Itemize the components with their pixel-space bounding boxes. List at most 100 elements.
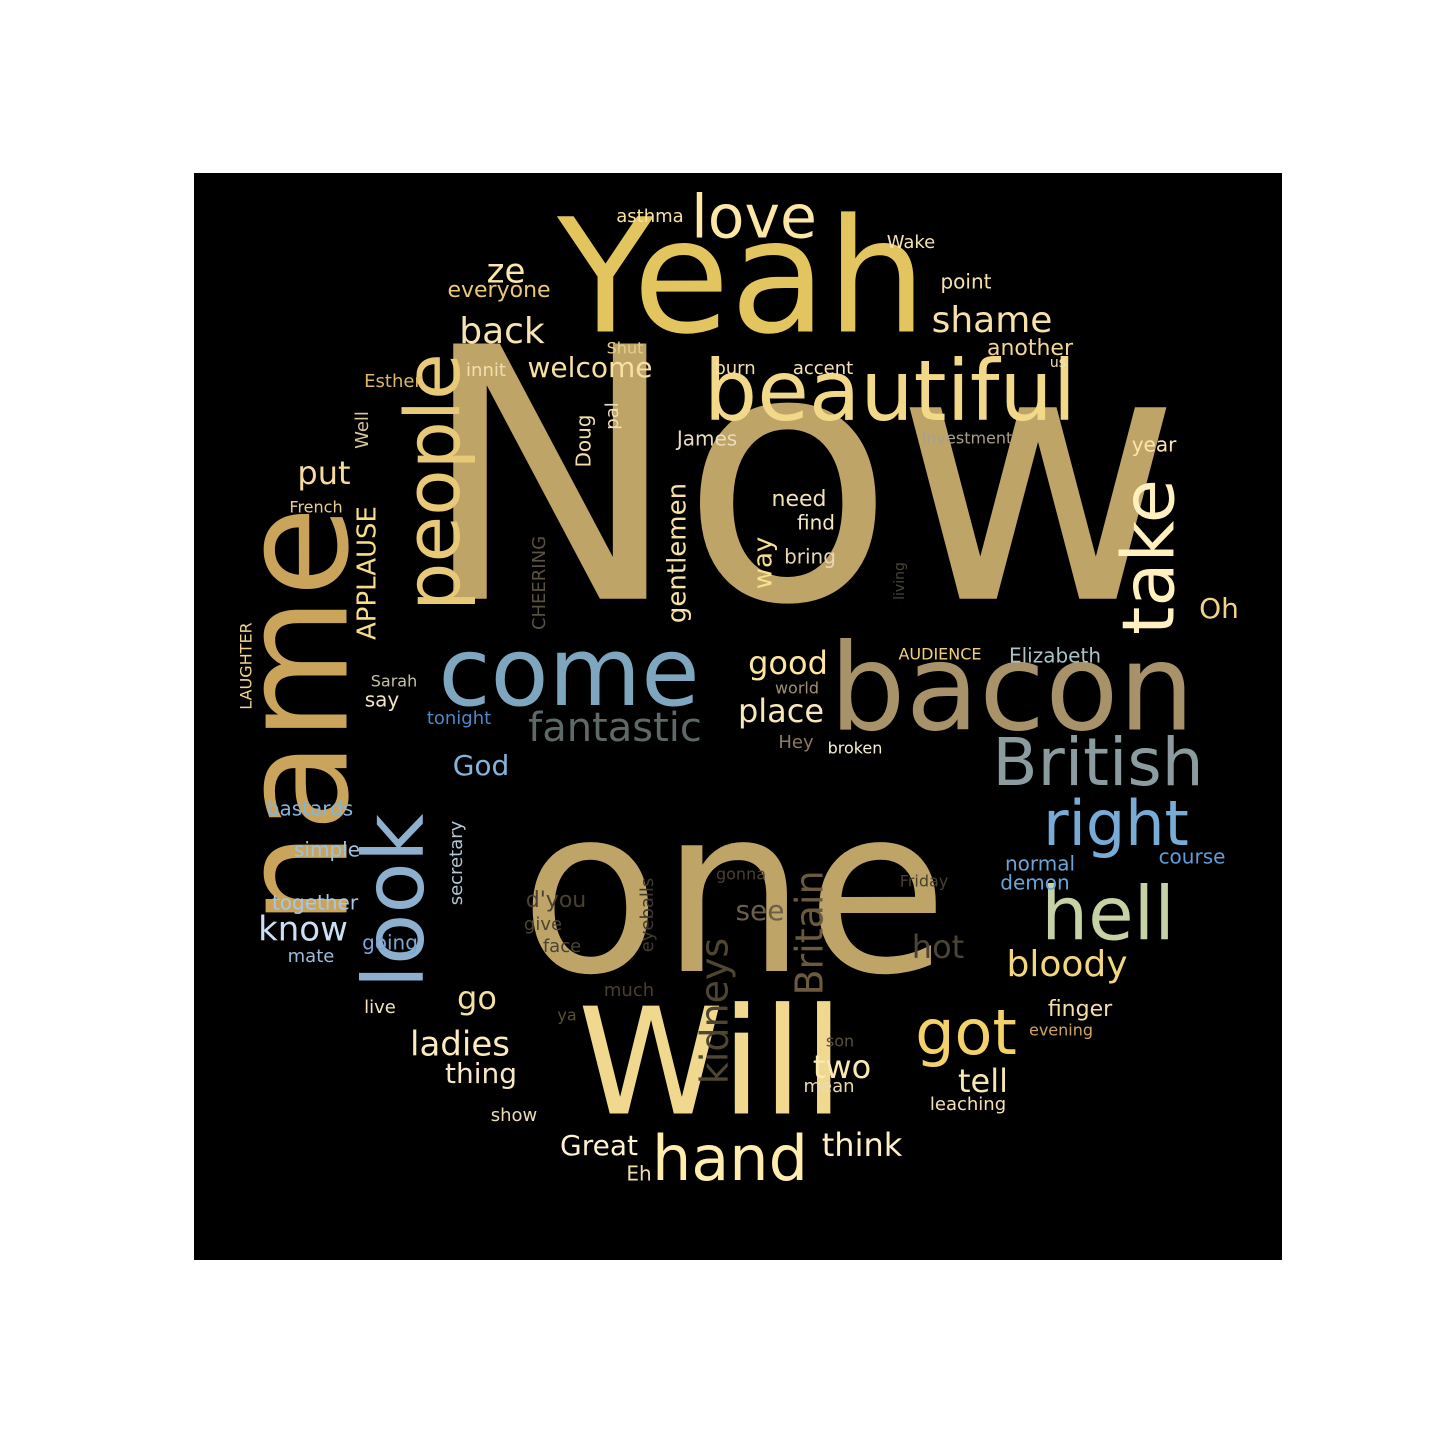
word-gonna: gonna bbox=[716, 865, 766, 884]
word-take: take bbox=[1107, 479, 1191, 635]
word-eyeballs: eyeballs bbox=[637, 878, 658, 953]
word-laughter: LAUGHTER bbox=[237, 622, 256, 709]
word-britain: Britain bbox=[788, 870, 832, 995]
word-right: right bbox=[1043, 787, 1189, 860]
word-us: us bbox=[1050, 355, 1066, 371]
word-know: know bbox=[258, 910, 348, 950]
word-accent: accent bbox=[793, 358, 853, 379]
word-shut: Shut bbox=[607, 339, 644, 358]
word-show: show bbox=[491, 1105, 538, 1126]
word-see: see bbox=[735, 894, 784, 927]
word-way: way bbox=[749, 537, 779, 590]
word-demon: demon bbox=[1000, 871, 1069, 895]
word-innit: innit bbox=[466, 360, 506, 381]
word-gentlemen: gentlemen bbox=[663, 483, 693, 623]
word-god: God bbox=[453, 749, 510, 782]
word-going: going bbox=[362, 931, 418, 955]
word-audience: AUDIENCE bbox=[898, 645, 981, 664]
word-good: good bbox=[748, 644, 828, 682]
word-hand: hand bbox=[652, 1122, 808, 1195]
word-name: name bbox=[210, 506, 382, 926]
word-love: love bbox=[691, 183, 817, 253]
word-now: Now bbox=[419, 274, 1181, 682]
word-put: put bbox=[297, 454, 350, 492]
word-british: British bbox=[992, 724, 1203, 801]
word-mate: mate bbox=[288, 946, 335, 967]
word-world: world bbox=[775, 679, 819, 698]
word-friday: Friday bbox=[900, 872, 949, 891]
word-asthma: asthma bbox=[616, 206, 683, 227]
word-simple: simple bbox=[294, 838, 360, 862]
word-yeah: Yeah bbox=[556, 185, 927, 369]
word-think: think bbox=[822, 1126, 903, 1164]
word-two: two bbox=[813, 1048, 871, 1086]
word-hot: hot bbox=[912, 928, 964, 966]
word-another: another bbox=[987, 336, 1074, 361]
word-living: living bbox=[892, 562, 908, 600]
word-cheering: CHEERING bbox=[529, 536, 550, 630]
word-will: Will bbox=[578, 977, 844, 1149]
word-tonight: tonight bbox=[427, 708, 491, 729]
word-got: got bbox=[915, 996, 1017, 1069]
word-bastards: bastards bbox=[267, 797, 353, 821]
word-leaching: leaching bbox=[930, 1094, 1006, 1115]
word-doug: Doug bbox=[572, 414, 596, 467]
word-cloud: Now one Yeah name Will bacon come beauti… bbox=[210, 183, 1239, 1196]
word-wake: Wake bbox=[887, 232, 936, 253]
word-evening: evening bbox=[1029, 1021, 1093, 1040]
word-live: live bbox=[364, 997, 396, 1018]
word-give: give bbox=[524, 914, 562, 935]
word-applause: APPLAUSE bbox=[353, 506, 383, 640]
word-everyone: everyone bbox=[447, 278, 550, 303]
word-investment: Investment bbox=[922, 429, 1013, 448]
word-bloody: bloody bbox=[1006, 944, 1127, 985]
word-year: year bbox=[1132, 433, 1177, 457]
word-course: course bbox=[1159, 845, 1226, 869]
word-son: son bbox=[826, 1032, 854, 1051]
word-ze: ze bbox=[487, 252, 526, 292]
word-secretary: secretary bbox=[446, 820, 467, 905]
word-kidneys: kidneys bbox=[693, 938, 737, 1084]
word-hell: hell bbox=[1041, 872, 1175, 958]
word-find: find bbox=[797, 511, 835, 535]
word-eh: Eh bbox=[626, 1162, 651, 1186]
word-bring: bring bbox=[784, 545, 836, 569]
word-mean: mean bbox=[803, 1076, 854, 1097]
word-ya: ya bbox=[557, 1006, 576, 1025]
word-place: place bbox=[738, 692, 824, 730]
word-elizabeth: Elizabeth bbox=[1009, 644, 1101, 668]
word-oh: Oh bbox=[1199, 592, 1239, 625]
word-face: face bbox=[543, 936, 581, 957]
word-well: Well bbox=[352, 411, 373, 449]
word-thing: thing bbox=[445, 1057, 517, 1090]
word-esther: Esther bbox=[364, 371, 422, 392]
word-much: much bbox=[604, 980, 654, 1001]
word-welcome: welcome bbox=[528, 351, 653, 384]
word-tell: tell bbox=[958, 1062, 1008, 1100]
word-fantastic: fantastic bbox=[528, 705, 702, 751]
word-one: one bbox=[520, 759, 948, 1026]
word-together: together bbox=[272, 891, 359, 915]
word-beautiful: beautiful bbox=[704, 342, 1076, 440]
word-normal: normal bbox=[1005, 852, 1075, 876]
word-ladies: ladies bbox=[410, 1025, 510, 1065]
word-point: point bbox=[940, 270, 991, 294]
word-pal: pal bbox=[602, 402, 623, 429]
word-say: say bbox=[365, 688, 400, 712]
word-burn: burn bbox=[714, 358, 755, 379]
word-james: James bbox=[675, 427, 737, 451]
word-broken: broken bbox=[828, 739, 883, 758]
word-dyou: d'you bbox=[526, 888, 586, 913]
word-look: look bbox=[345, 813, 443, 988]
word-back: back bbox=[459, 311, 545, 352]
word-cloud-canvas: Now one Yeah name Will bacon come beauti… bbox=[194, 173, 1282, 1260]
word-come: come bbox=[438, 618, 699, 728]
word-need: need bbox=[772, 487, 827, 512]
word-shame: shame bbox=[932, 300, 1053, 341]
word-finger: finger bbox=[1048, 997, 1113, 1022]
word-bacon: bacon bbox=[829, 620, 1194, 759]
word-sarah: Sarah bbox=[371, 672, 417, 691]
word-great: Great bbox=[560, 1129, 638, 1162]
word-hey: Hey bbox=[778, 732, 814, 753]
word-french: French bbox=[289, 498, 342, 517]
